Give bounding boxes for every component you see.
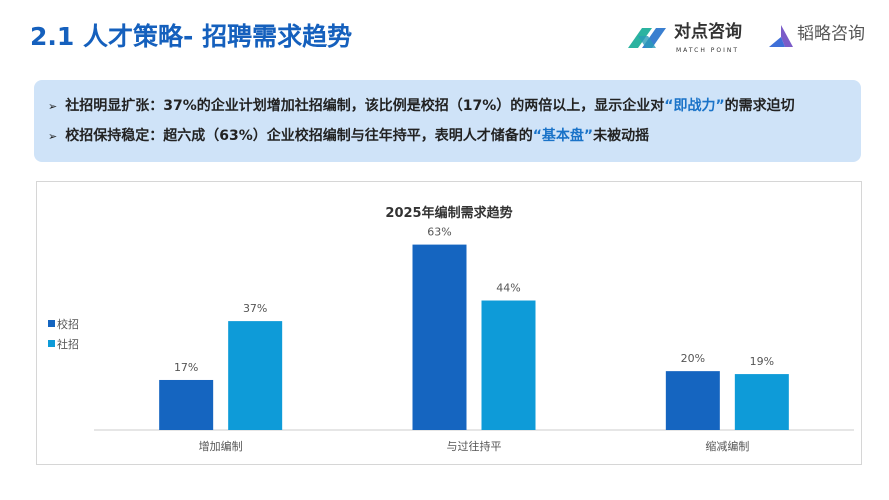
x-tick-label: 增加编制 <box>199 439 243 453</box>
line-text: 的需求迫切 <box>724 98 795 114</box>
match-point-logo: 对点咨询 MATCH POINT <box>628 22 753 56</box>
arrow-bullet-icon: ➢ <box>48 130 58 143</box>
legend-label: 社招 <box>57 337 79 351</box>
data-label: 63% <box>427 226 451 239</box>
bar <box>665 371 720 430</box>
chart-title: 2025年编制需求趋势 <box>385 205 512 221</box>
bar <box>734 374 789 430</box>
page-title: 2.1 人才策略- 招聘需求趋势 <box>30 22 353 51</box>
line-text: 校招保持稳定：超六成（63%）企业校招编制与往年持平，表明人才储备的 <box>65 128 533 144</box>
chart-container: 2025年编制需求趋势增加编制 17% 37% 与过往持平 63% 44% 缩减编制 20% 1… <box>36 181 862 465</box>
legend-swatch <box>48 320 55 327</box>
logo-name: 韬略咨询 <box>797 24 865 44</box>
data-label: 19% <box>750 355 774 368</box>
line-text: 社招明显扩张：37%的企业计划增加社招编制，该比例是校招（17%）的两倍以上，显… <box>65 98 665 114</box>
summary-callout: ➢ 社招明显扩张：37%的企业计划增加社招编制，该比例是校招（17%）的两倍以上，… <box>34 80 861 162</box>
logo-name: 对点咨询 <box>674 22 742 42</box>
data-label: 20% <box>681 352 705 365</box>
arrow-bullet-icon: ➢ <box>48 100 58 113</box>
taolue-logo-icon <box>769 25 793 47</box>
data-label: 44% <box>496 282 520 295</box>
x-tick-label: 缩减编制 <box>705 439 749 453</box>
logo-subtitle: MATCH POINT <box>676 47 740 54</box>
line-highlight: “即战力” <box>664 98 725 114</box>
bar <box>228 321 283 430</box>
line-highlight: “基本盘” <box>532 128 594 144</box>
bar <box>159 379 214 430</box>
data-label: 17% <box>174 361 198 374</box>
summary-line: ➢ 社招明显扩张：37%的企业计划增加社招编制，该比例是校招（17%）的两倍以上，… <box>48 97 795 116</box>
x-tick-label: 与过往持平 <box>447 439 502 453</box>
legend-label: 校招 <box>57 317 79 331</box>
bar <box>412 244 467 430</box>
bar <box>481 300 536 430</box>
summary-line: ➢ 校招保持稳定：超六成（63%）企业校招编制与往年持平，表明人才储备的“基本盘”… <box>48 127 649 146</box>
data-label: 37% <box>243 302 267 315</box>
match-point-logo-icon <box>628 28 666 48</box>
taolue-logo: 韬略咨询 <box>767 22 877 52</box>
legend-swatch <box>48 340 55 347</box>
line-text: 未被动摇 <box>593 128 650 144</box>
